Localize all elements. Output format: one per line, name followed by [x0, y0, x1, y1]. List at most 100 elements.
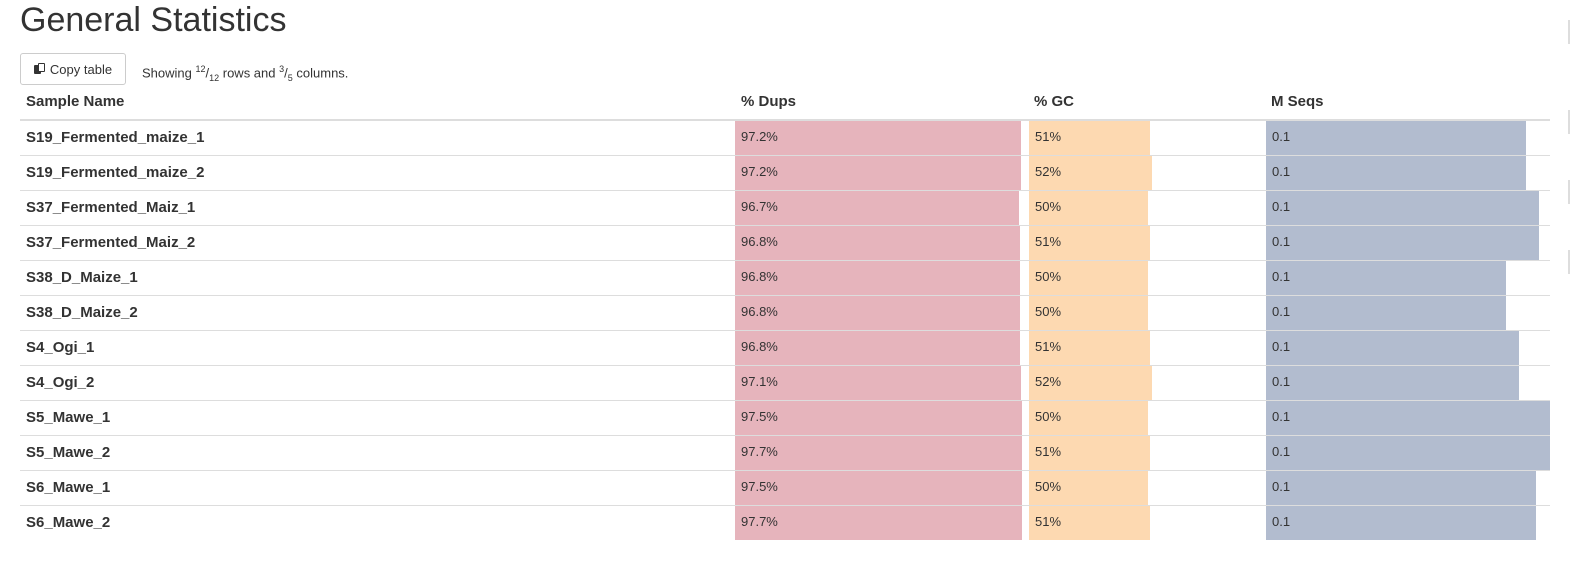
sample-name-cell: S19_Fermented_maize_2 — [26, 164, 205, 181]
seqs-bar — [1266, 191, 1539, 225]
seqs-value: 0.1 — [1272, 514, 1291, 529]
sample-name-cell: S6_Mawe_2 — [26, 514, 111, 531]
dups-value: 97.5% — [741, 409, 778, 424]
seqs-cell: 0.1 — [1266, 261, 1550, 295]
sample-name-cell: S4_Ogi_1 — [26, 339, 95, 356]
gc-cell: 51% — [1029, 506, 1257, 540]
seqs-cell: 0.1 — [1266, 331, 1550, 365]
seqs-bar — [1266, 366, 1520, 400]
table-row: S37_Fermented_Maiz_1 96.7% 50% 0.1 — [20, 191, 1550, 226]
seqs-bar — [1266, 156, 1526, 190]
gc-cell: 50% — [1029, 261, 1257, 295]
gc-value: 50% — [1035, 199, 1062, 214]
gc-value: 50% — [1035, 269, 1062, 284]
dups-value: 96.8% — [741, 234, 778, 249]
header-sample-name[interactable]: Sample Name — [26, 93, 125, 110]
header-dups[interactable]: % Dups — [741, 93, 797, 110]
rows-total-count: 12 — [209, 72, 220, 83]
seqs-cell: 0.1 — [1266, 191, 1550, 225]
seqs-value: 0.1 — [1272, 304, 1291, 319]
dups-bar — [735, 296, 1020, 330]
table-row: S37_Fermented_Maiz_2 96.8% 51% 0.1 — [20, 226, 1550, 261]
seqs-cell: 0.1 — [1266, 401, 1550, 435]
dups-bar — [735, 191, 1020, 225]
gc-bar — [1029, 156, 1153, 190]
general-statistics-table: Sample Name % Dups % GC M Seqs S19_Ferme… — [20, 88, 1550, 540]
gc-bar — [1029, 506, 1151, 540]
gc-value: 51% — [1035, 514, 1062, 529]
seqs-cell: 0.1 — [1266, 506, 1550, 540]
seqs-bar — [1266, 331, 1520, 365]
dups-cell: 97.2% — [735, 156, 1022, 190]
right-edge-scrollbar-marks — [1568, 0, 1570, 300]
gc-bar — [1029, 226, 1151, 260]
seqs-bar — [1266, 261, 1506, 295]
dups-cell: 97.2% — [735, 121, 1022, 155]
table-row: S4_Ogi_2 97.1% 52% 0.1 — [20, 366, 1550, 401]
sample-name-cell: S38_D_Maize_1 — [26, 269, 138, 286]
dups-value: 97.7% — [741, 444, 778, 459]
dups-bar — [735, 401, 1022, 435]
table-row: S6_Mawe_1 97.5% 50% 0.1 — [20, 471, 1550, 506]
copy-icon — [33, 63, 46, 75]
seqs-cell: 0.1 — [1266, 471, 1550, 505]
table-row: S19_Fermented_maize_2 97.2% 52% 0.1 — [20, 156, 1550, 191]
seqs-cell: 0.1 — [1266, 366, 1550, 400]
dups-bar — [735, 506, 1022, 540]
table-header-row: Sample Name % Dups % GC M Seqs — [20, 88, 1550, 121]
dups-value: 96.8% — [741, 269, 778, 284]
dups-cell: 96.8% — [735, 261, 1022, 295]
gc-cell: 51% — [1029, 436, 1257, 470]
cols-total-count: 5 — [287, 72, 293, 83]
gc-bar — [1029, 471, 1148, 505]
dups-cell: 97.5% — [735, 401, 1022, 435]
dups-value: 96.8% — [741, 339, 778, 354]
gc-cell: 50% — [1029, 191, 1257, 225]
seqs-cell: 0.1 — [1266, 226, 1550, 260]
seqs-value: 0.1 — [1272, 269, 1291, 284]
gc-value: 52% — [1035, 164, 1062, 179]
header-gc[interactable]: % GC — [1034, 93, 1075, 110]
sample-name-cell: S4_Ogi_2 — [26, 374, 95, 391]
showing-prefix: Showing — [142, 65, 196, 81]
dups-value: 97.7% — [741, 514, 778, 529]
gc-value: 50% — [1035, 479, 1062, 494]
dups-bar — [735, 436, 1022, 470]
table-row: S38_D_Maize_1 96.8% 50% 0.1 — [20, 261, 1550, 296]
dups-bar — [735, 121, 1021, 155]
gc-cell: 50% — [1029, 401, 1257, 435]
seqs-value: 0.1 — [1272, 409, 1291, 424]
rows-word: rows and — [219, 65, 280, 81]
gc-cell: 52% — [1029, 156, 1257, 190]
dups-bar — [735, 471, 1022, 505]
gc-bar — [1029, 436, 1151, 470]
dups-value: 97.2% — [741, 164, 778, 179]
dups-value: 97.2% — [741, 129, 778, 144]
gc-bar — [1029, 366, 1153, 400]
sample-name-cell: S19_Fermented_maize_1 — [26, 129, 205, 146]
seqs-value: 0.1 — [1272, 164, 1291, 179]
gc-value: 50% — [1035, 409, 1062, 424]
dups-cell: 97.7% — [735, 436, 1022, 470]
gc-cell: 51% — [1029, 331, 1257, 365]
dups-bar — [735, 366, 1021, 400]
dups-cell: 96.8% — [735, 331, 1022, 365]
table-row: S38_D_Maize_2 96.8% 50% 0.1 — [20, 296, 1550, 331]
table-row: S5_Mawe_1 97.5% 50% 0.1 — [20, 401, 1550, 436]
cols-shown-count: 3 — [279, 64, 285, 74]
gc-cell: 51% — [1029, 121, 1257, 155]
dups-cell: 96.8% — [735, 226, 1022, 260]
gc-value: 51% — [1035, 129, 1062, 144]
dups-value: 96.8% — [741, 304, 778, 319]
gc-cell: 51% — [1029, 226, 1257, 260]
table-row: S19_Fermented_maize_1 97.2% 51% 0.1 — [20, 121, 1550, 156]
dups-cell: 97.5% — [735, 471, 1022, 505]
header-m-seqs[interactable]: M Seqs — [1271, 93, 1324, 110]
dups-bar — [735, 226, 1020, 260]
copy-table-button[interactable]: Copy table — [20, 53, 126, 85]
gc-bar — [1029, 296, 1148, 330]
gc-value: 50% — [1035, 304, 1062, 319]
seqs-bar — [1266, 296, 1506, 330]
gc-cell: 52% — [1029, 366, 1257, 400]
seqs-cell: 0.1 — [1266, 156, 1550, 190]
